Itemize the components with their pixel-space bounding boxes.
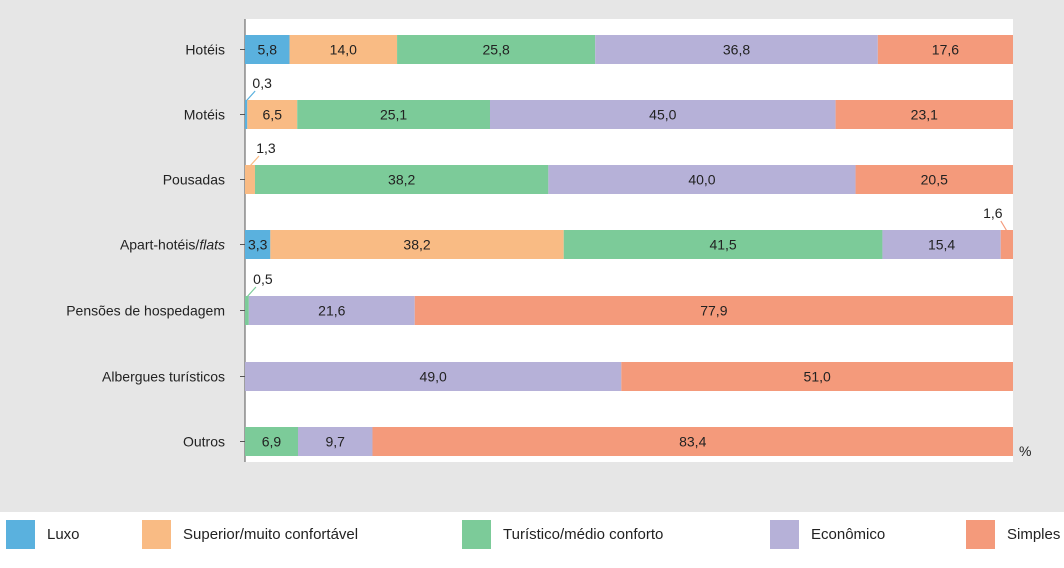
data-label: 83,4	[679, 434, 706, 450]
bar-segment	[882, 230, 1001, 259]
data-label: 6,5	[263, 107, 283, 123]
bar-segment	[835, 100, 1013, 129]
bar-segment	[297, 100, 490, 129]
category-label: Pensões de hospedagem	[66, 303, 225, 319]
bar-segment	[414, 296, 1013, 325]
label-leader	[1000, 220, 1008, 232]
data-label: 14,0	[330, 42, 357, 58]
bar-segment	[245, 230, 271, 259]
bar-segment	[245, 35, 290, 64]
bar-segment	[248, 296, 415, 325]
legend-swatch	[770, 520, 799, 549]
bar-segment	[563, 230, 883, 259]
legend-label: Luxo	[47, 526, 80, 543]
legend-swatch	[462, 520, 491, 549]
legend-label: Turístico/médio conforto	[503, 526, 664, 543]
category-label: Apart-hotéis/flats	[120, 237, 225, 253]
label-leader	[245, 90, 256, 102]
data-label: 1,3	[256, 140, 276, 156]
data-label: 36,8	[723, 42, 750, 58]
bar-segment	[247, 100, 298, 129]
bar-segment	[489, 100, 836, 129]
bar-segment	[855, 165, 1013, 194]
legend-label: Econômico	[811, 526, 886, 543]
legend-swatch	[142, 520, 171, 549]
data-label: 25,8	[483, 42, 510, 58]
legend-swatch	[966, 520, 995, 549]
bar-segment	[297, 427, 373, 456]
bar-segment	[372, 427, 1013, 456]
bar-segment	[245, 100, 248, 129]
bar-segment	[397, 35, 596, 64]
data-label: 1,6	[983, 205, 1003, 221]
data-label: 23,1	[911, 107, 938, 123]
data-label: 45,0	[649, 107, 676, 123]
bar-segment	[595, 35, 878, 64]
data-label: 17,6	[932, 42, 959, 58]
bar-segment	[548, 165, 856, 194]
data-label: 5,8	[258, 42, 278, 58]
category-label: Outros	[183, 434, 225, 450]
data-label: 41,5	[709, 237, 736, 253]
stacked-bar-chart: Hotéis 5,8 14,0 25,8 36,8 17,6 Motéis 0,3 6,5 25,…	[66, 19, 1013, 462]
bar-segment	[877, 35, 1013, 64]
category-label: Hotéis	[185, 42, 225, 58]
bar-segment	[245, 165, 255, 194]
data-label: 21,6	[318, 303, 345, 319]
label-leader	[246, 286, 257, 298]
data-label: 0,5	[253, 271, 273, 287]
data-label: 3,3	[248, 237, 268, 253]
category-label: Pousadas	[163, 172, 225, 188]
bar-segment	[245, 362, 622, 391]
legend-label: Simples	[1007, 526, 1061, 543]
bar-segment	[245, 296, 249, 325]
data-label: 9,7	[326, 434, 346, 450]
data-label: 49,0	[420, 369, 447, 385]
bar-segment	[245, 427, 298, 456]
bar-segment	[254, 165, 549, 194]
legend-label: Superior/muito confortável	[183, 526, 359, 543]
data-label: 20,5	[921, 172, 948, 188]
label-leader	[249, 155, 260, 167]
bar-segment	[270, 230, 564, 259]
data-label: 51,0	[804, 369, 831, 385]
category-label: Motéis	[184, 107, 225, 123]
data-label: 38,2	[403, 237, 430, 253]
data-label: 6,9	[262, 434, 282, 450]
data-label: 77,9	[700, 303, 727, 319]
category-label: Albergues turísticos	[102, 369, 225, 385]
legend: Luxo Superior/muito confortável Turístico/…	[0, 520, 1064, 568]
legend-swatch	[6, 520, 35, 549]
unit-label: %	[1019, 443, 1032, 459]
bar-segment	[621, 362, 1013, 391]
data-label: 0,3	[252, 75, 272, 91]
data-label: 38,2	[388, 172, 415, 188]
bar-segment	[1000, 230, 1013, 259]
data-label: 15,4	[928, 237, 955, 253]
data-label: 25,1	[380, 107, 407, 123]
bar-segment	[289, 35, 398, 64]
data-label: 40,0	[688, 172, 715, 188]
